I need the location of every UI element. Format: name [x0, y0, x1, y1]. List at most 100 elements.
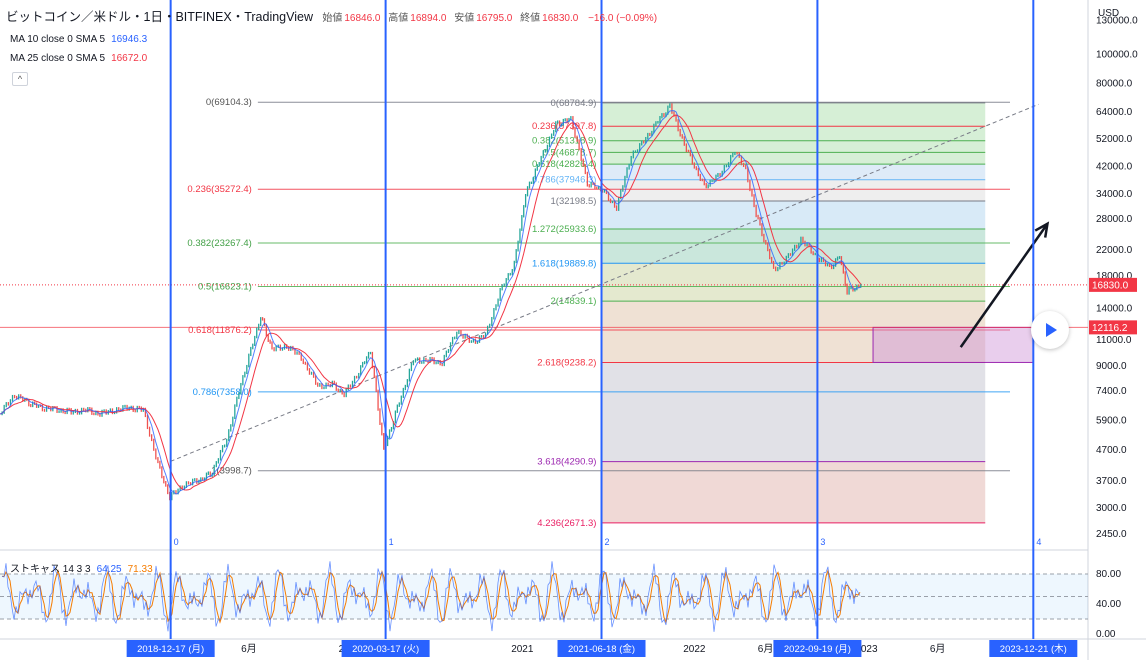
fib-level-label: 0.618(11876.2): [188, 325, 252, 336]
price-axis-tick: 5900.0: [1096, 415, 1127, 426]
collapse-legend-button[interactable]: ^: [12, 72, 28, 86]
cycle-date-tag: 2021-06-18 (金): [568, 643, 635, 655]
price-axis-tick: 34000.0: [1096, 189, 1133, 200]
cycle-number: 0: [174, 537, 179, 547]
fib-ext-level-label: 0.382(51318.9): [532, 136, 596, 147]
cycle-number: 4: [1036, 537, 1041, 547]
time-axis-tick: 2021: [511, 644, 534, 655]
trendline: [170, 103, 1039, 462]
close-value: 16830.0: [542, 13, 579, 24]
fib-level-label: 0.5(16623.1): [198, 281, 252, 292]
price-axis-tick: 14000.0: [1096, 304, 1133, 315]
fib-ext-level-label: 2(14839.1): [551, 296, 597, 307]
cycle-date-tag-bg: [557, 640, 646, 657]
chart-header: ビットコイン／米ドル・1日・BITFINEX・TradingView 始値 168…: [6, 6, 662, 25]
fib-ext-band: [602, 164, 986, 180]
price-tag: 16830.0: [1092, 280, 1129, 291]
close-label: 終値: [520, 13, 541, 24]
fib-ext-band: [602, 461, 986, 523]
fib-level-label: 1(3998.7): [211, 466, 252, 477]
ma10-line: [0, 110, 861, 495]
scroll-to-realtime-button[interactable]: [1031, 311, 1069, 349]
fib-level-label: 0(69104.3): [206, 97, 252, 108]
price-axis-tick: 42000.0: [1096, 162, 1133, 173]
fib-ext-level-label: 1.272(25933.6): [532, 224, 596, 235]
ohlc-values: 始値 16846.0 高値 16894.0 安値 16795.0 終値 16830.0 …: [322, 13, 662, 24]
ma10-legend[interactable]: MA 10 close 0 SMA 5 16946.3: [10, 34, 147, 45]
fib-level-label: 0.382(23267.4): [187, 238, 251, 249]
fib-level-label: 0.786(7358.0): [193, 387, 252, 398]
fib-ext-level-label: 1.618(19889.8): [532, 258, 596, 269]
low-label: 安値: [454, 13, 475, 24]
price-axis-tick: 2450.0: [1096, 529, 1127, 540]
time-axis-tick: 2023: [855, 644, 878, 655]
cycle-date-tag-bg: [773, 640, 862, 657]
price-tag-bg: [1089, 320, 1137, 335]
fib-ext-band: [602, 179, 986, 201]
fib-ext-band: [602, 301, 986, 363]
fib-ext-level-label: 0.236(57397.8): [532, 121, 596, 132]
ma25-value: 16672.0: [111, 53, 148, 64]
cycle-date-tag-bg: [989, 640, 1078, 657]
cycle-number: 3: [820, 537, 825, 547]
fib-ext-band: [602, 140, 986, 153]
fib-ext-band: [602, 362, 986, 462]
fib-ext-band: [602, 126, 986, 141]
fib-ext-level-label: 4.236(2671.3): [537, 518, 596, 529]
price-axis-tick: 28000.0: [1096, 214, 1133, 225]
price-axis-tick: 80000.0: [1096, 78, 1133, 89]
ma25-legend[interactable]: MA 25 close 0 SMA 5 16672.0: [10, 53, 147, 64]
high-value: 16894.0: [410, 13, 447, 24]
price-axis-tick: 52000.0: [1096, 134, 1133, 145]
price-axis-tick: 11000.0: [1096, 335, 1132, 346]
stoch-axis-tick: 40.00: [1096, 599, 1121, 610]
fib-ext-level-label: 0(68784.9): [551, 98, 597, 109]
fib-ext-band: [602, 200, 986, 229]
cycle-date-tag-bg: [126, 640, 215, 657]
ma25-label: MA 25 close 0 SMA 5: [10, 53, 106, 64]
fib-ext-level-label: 0.618(42826.4): [532, 159, 596, 170]
arrow-head: [1034, 221, 1050, 238]
stoch-k-value: 64.25: [96, 564, 122, 575]
fib-ext-level-label: 3.618(4290.9): [537, 457, 596, 468]
cycle-date-tag: 2020-03-17 (火): [352, 644, 419, 655]
stoch-d-value: 71.33: [127, 564, 153, 575]
price-axis-tick: 3000.0: [1096, 503, 1127, 514]
time-axis-tick: 6月: [930, 643, 946, 655]
fib-ext-band: [602, 152, 986, 165]
stoch-label: ストキャス 14 3 3: [10, 564, 91, 575]
cycle-date-tag-bg: [341, 640, 430, 657]
fib-ext-level-label: 2.618(9238.2): [537, 357, 596, 368]
time-axis-tick: 6月: [241, 643, 257, 655]
change-value: −16.0 (−0.09%): [588, 13, 658, 24]
price-tag: 12116.2: [1092, 323, 1128, 334]
stoch-axis-tick: 0.00: [1096, 629, 1116, 640]
fib-extension-zone: 0(68784.9)0.236(57397.8)0.382(51318.9)0.…: [532, 98, 986, 529]
time-axis-tick: 6月: [758, 643, 774, 655]
fib-ext-level-label: 0.786(37946.3): [532, 175, 596, 186]
cycle-date-tag: 2018-12-17 (月): [137, 644, 204, 655]
support-zone-box: [872, 326, 1034, 363]
cycle-number: 2: [605, 537, 610, 547]
price-axis-tick: 100000.0: [1096, 49, 1138, 60]
fib-ext-band: [602, 228, 986, 264]
time-axis-tick: 2022: [683, 644, 706, 655]
price-axis-tick: 130000.0: [1096, 16, 1138, 27]
fib-ext-band: [602, 263, 986, 302]
cycle-number: 1: [389, 537, 394, 547]
price-tag-bg: [1089, 277, 1137, 292]
stoch-axis-tick: 80.00: [1096, 569, 1121, 580]
stoch-legend[interactable]: ストキャス 14 3 3 64.25 71.33: [10, 560, 153, 575]
ma10-label: MA 10 close 0 SMA 5: [10, 34, 106, 45]
high-label: 高値: [388, 13, 409, 24]
play-icon: [1046, 323, 1057, 337]
low-value: 16795.0: [476, 13, 513, 24]
chevron-up-icon: ^: [17, 74, 23, 84]
price-axis-tick: 3700.0: [1096, 476, 1127, 487]
fib-ext-level-label: 0.5(46878.7): [543, 147, 597, 158]
price-axis-tick: 7400.0: [1096, 386, 1127, 397]
symbol-title: ビットコイン／米ドル・1日・BITFINEX・TradingView: [6, 10, 313, 24]
price-axis-tick: 22000.0: [1096, 245, 1133, 256]
fib-ext-level-label: 1(32198.5): [551, 196, 597, 207]
